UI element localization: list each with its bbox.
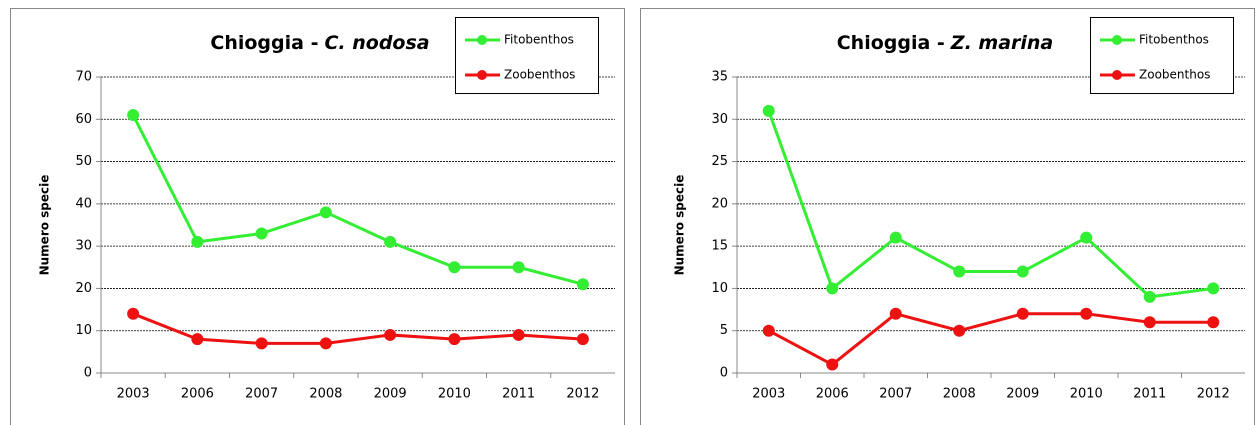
point: [953, 265, 966, 278]
x-tick-label: 2009: [374, 387, 407, 402]
y-tick-label: 10: [75, 323, 92, 338]
point: [953, 324, 966, 337]
point: [826, 282, 839, 295]
x-tick-label: 2003: [117, 387, 150, 402]
legend-label: Fitobenthos: [1139, 33, 1209, 47]
y-tick-label: 20: [75, 281, 92, 296]
y-tick-label: 20: [711, 196, 728, 211]
x-tick-label: 2007: [245, 387, 278, 402]
y-tick-label: 60: [75, 112, 92, 127]
x-tick-label: 2011: [502, 387, 535, 402]
x-tick-label: 2011: [1133, 387, 1166, 402]
x-tick-label: 2008: [309, 387, 342, 402]
y-tick-label: 0: [84, 366, 92, 381]
point: [1143, 290, 1156, 303]
y-axis-label: Numero specie: [673, 175, 687, 276]
point: [255, 227, 268, 240]
chart-title: Chioggia - Z. marina: [837, 32, 1054, 54]
y-tick-label: 50: [75, 154, 92, 169]
point: [1143, 316, 1156, 329]
point: [127, 307, 140, 320]
y-tick-label: 15: [711, 239, 728, 254]
point: [762, 104, 775, 117]
point: [384, 328, 397, 341]
point: [512, 328, 525, 341]
series-line: [768, 312, 1214, 367]
y-tick-label: 70: [75, 70, 92, 85]
series-line: [131, 114, 584, 286]
legend-marker: [477, 70, 487, 80]
legend-marker: [477, 35, 487, 45]
point: [384, 235, 397, 248]
point: [826, 358, 839, 371]
point: [127, 109, 140, 122]
x-tick-label: 2007: [879, 387, 912, 402]
point: [191, 235, 204, 248]
x-tick-label: 2006: [816, 387, 849, 402]
y-tick-label: 10: [711, 281, 728, 296]
point: [448, 261, 461, 274]
y-axis-label: Numero specie: [38, 175, 52, 276]
title-part: C. nodosa: [324, 32, 429, 54]
point: [255, 337, 268, 350]
x-tick-label: 2009: [1006, 387, 1039, 402]
y-tick-label: 30: [711, 112, 728, 127]
title-part: Chioggia -: [837, 32, 945, 54]
x-tick-label: 2010: [438, 387, 471, 402]
y-tick-label: 0: [720, 366, 728, 381]
x-tick-label: 2003: [752, 387, 785, 402]
point: [576, 278, 589, 291]
point: [889, 231, 902, 244]
legend-marker: [1112, 35, 1122, 45]
x-tick-label: 2008: [943, 387, 976, 402]
x-tick-label: 2012: [1197, 387, 1230, 402]
point: [448, 333, 461, 346]
point: [512, 261, 525, 274]
point: [889, 307, 902, 320]
point: [191, 333, 204, 346]
legend-label: Fitobenthos: [504, 33, 574, 47]
y-tick-label: 35: [711, 70, 728, 85]
point: [1207, 316, 1220, 329]
y-tick-label: 30: [75, 239, 92, 254]
legend-marker: [1112, 70, 1122, 80]
title-part: Chioggia -: [210, 32, 318, 54]
point: [1016, 265, 1029, 278]
point: [762, 324, 775, 337]
x-tick-label: 2012: [566, 387, 599, 402]
point: [1016, 307, 1029, 320]
x-tick-label: 2010: [1070, 387, 1103, 402]
point: [1207, 282, 1220, 295]
chart-title: Chioggia - C. nodosa: [210, 32, 429, 54]
series-line: [767, 110, 1214, 299]
series-line: [132, 312, 583, 345]
y-tick-label: 40: [75, 196, 92, 211]
x-tick-label: 2006: [181, 387, 214, 402]
legend-box: [1090, 17, 1234, 94]
y-tick-label: 25: [711, 154, 728, 169]
point: [1080, 231, 1093, 244]
point: [319, 206, 332, 219]
legend-label: Zoobenthos: [1139, 68, 1210, 82]
legend-box: [455, 17, 599, 94]
y-tick-label: 5: [720, 323, 728, 338]
point: [1080, 307, 1093, 320]
point: [576, 333, 589, 346]
point: [319, 337, 332, 350]
title-part: Z. marina: [950, 32, 1053, 54]
legend-label: Zoobenthos: [504, 68, 575, 82]
